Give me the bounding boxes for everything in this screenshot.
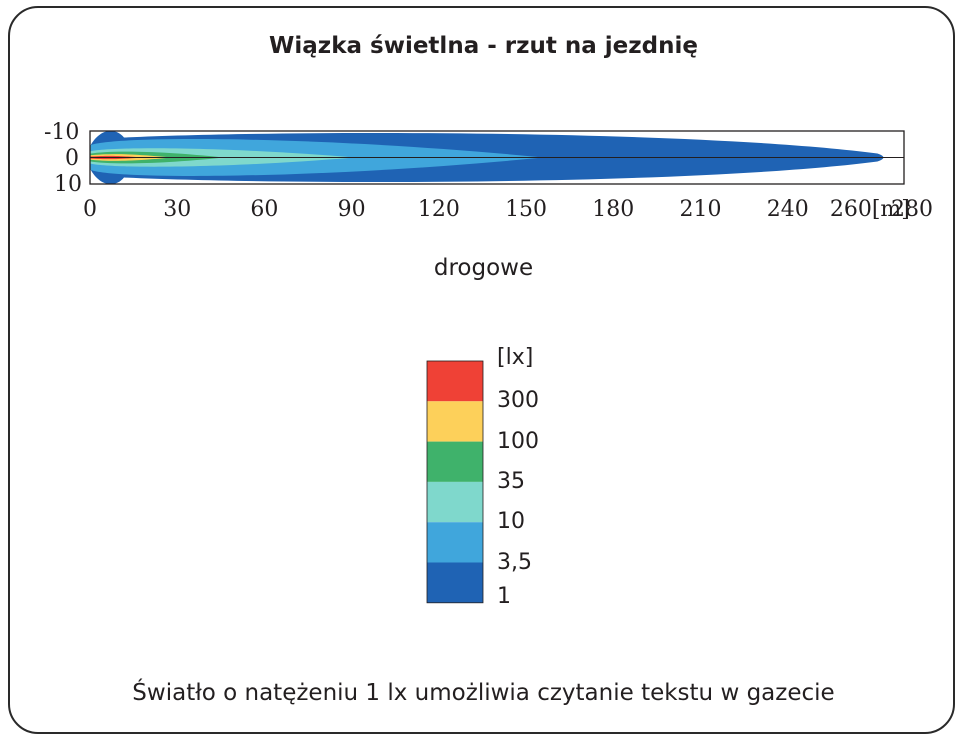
legend-swatch-1: [427, 562, 483, 603]
card-frame: [8, 6, 955, 734]
x-tick-label: 60: [250, 197, 279, 222]
legend-label: 10: [497, 509, 525, 535]
x-tick-label: 30: [163, 197, 192, 222]
legend-label: 1: [497, 583, 511, 609]
footer-note: Światło o natężeniu 1 lx umożliwia czyta…: [132, 680, 835, 706]
legend-swatch-35: [427, 441, 483, 482]
chart-title: Wiązka świetlna - rzut na jezdnię: [269, 33, 698, 59]
legend-swatch-300: [427, 361, 483, 402]
x-tick-label: 150: [505, 197, 548, 222]
legend-color-bar: [426, 360, 484, 604]
legend-label: 35: [497, 468, 525, 494]
x-tick-label: 210: [679, 197, 722, 222]
legend-unit: [lx]: [497, 345, 534, 370]
y-tick-label: 10: [54, 172, 82, 197]
legend-swatch-10: [427, 481, 483, 523]
x-tick-label: 120: [417, 197, 460, 222]
x-tick-label: 180: [592, 197, 635, 222]
x-tick-label: 280: [891, 197, 933, 222]
y-tick-label: 0: [65, 146, 79, 171]
x-tick-label: 90: [337, 197, 366, 222]
x-tick-label: 0: [83, 197, 97, 222]
x-tick-label: 240: [766, 197, 809, 222]
legend-label: 300: [497, 388, 539, 414]
legend-border: [426, 360, 484, 604]
y-tick-label: -10: [44, 120, 80, 145]
x-tick-label: 260[m]: [829, 197, 910, 222]
legend-label: 100: [497, 428, 539, 454]
beam-mode-caption: drogowe: [433, 255, 534, 281]
legend-swatch-3,5: [427, 522, 483, 563]
legend-swatch-100: [427, 401, 483, 442]
legend-label: 3,5: [497, 549, 532, 575]
